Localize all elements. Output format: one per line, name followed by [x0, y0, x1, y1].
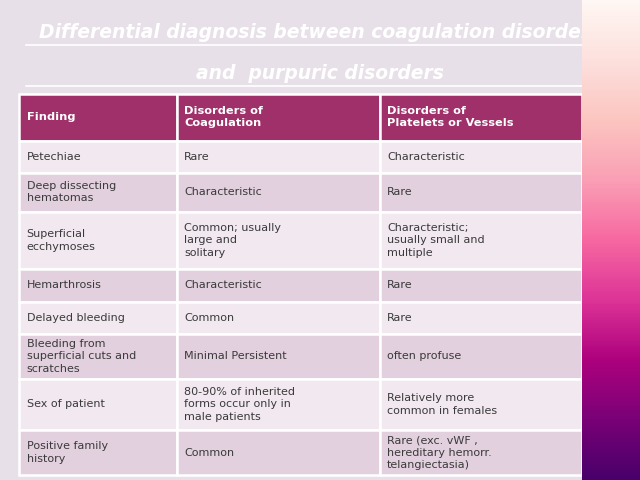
Bar	[19, 269, 177, 301]
Text: Characteristic: Characteristic	[387, 152, 465, 162]
Text: Disorders of
Platelets or Vessels: Disorders of Platelets or Vessels	[387, 106, 513, 128]
Bar	[177, 301, 380, 334]
Bar	[19, 173, 177, 212]
Bar	[177, 334, 380, 379]
Text: and  purpuric disorders: and purpuric disorders	[196, 63, 444, 83]
Text: Characteristic: Characteristic	[184, 187, 262, 197]
Text: Petechiae: Petechiae	[26, 152, 81, 162]
Bar	[177, 430, 380, 475]
Text: Positive family
history: Positive family history	[26, 442, 108, 464]
Text: 80-90% of inherited
forms occur only in
male patients: 80-90% of inherited forms occur only in …	[184, 387, 295, 422]
Bar	[177, 173, 380, 212]
Text: Characteristic: Characteristic	[184, 280, 262, 290]
Bar	[19, 334, 177, 379]
Bar	[177, 212, 380, 269]
Text: Hemarthrosis: Hemarthrosis	[26, 280, 101, 290]
Bar	[177, 94, 380, 141]
Bar	[177, 269, 380, 301]
Bar	[177, 379, 380, 430]
Bar	[19, 94, 177, 141]
Text: Characteristic;
usually small and
multiple: Characteristic; usually small and multip…	[387, 223, 484, 258]
Text: Common: Common	[184, 312, 234, 323]
Text: Rare: Rare	[387, 187, 413, 197]
Text: Delayed bleeding: Delayed bleeding	[26, 312, 124, 323]
Bar	[380, 173, 582, 212]
Text: Bleeding from
superficial cuts and
scratches: Bleeding from superficial cuts and scrat…	[26, 339, 136, 373]
Bar	[380, 430, 582, 475]
Bar	[19, 379, 177, 430]
Bar	[380, 141, 582, 173]
Bar	[380, 379, 582, 430]
Bar	[380, 269, 582, 301]
Text: Disorders of
Coagulation: Disorders of Coagulation	[184, 106, 263, 128]
Text: Sex of patient: Sex of patient	[26, 399, 104, 409]
Text: Superficial
ecchymoses: Superficial ecchymoses	[26, 229, 95, 252]
Text: Minimal Persistent: Minimal Persistent	[184, 351, 287, 361]
Bar	[380, 301, 582, 334]
Text: Rare: Rare	[184, 152, 210, 162]
Text: Rare: Rare	[387, 312, 413, 323]
Bar	[19, 141, 177, 173]
Bar	[19, 212, 177, 269]
Text: Rare (exc. vWF ,
hereditary hemorr.
telangiectasia): Rare (exc. vWF , hereditary hemorr. tela…	[387, 435, 492, 470]
Bar	[380, 94, 582, 141]
Text: Rare: Rare	[387, 280, 413, 290]
Bar	[380, 334, 582, 379]
Bar	[177, 141, 380, 173]
Text: Relatively more
common in females: Relatively more common in females	[387, 393, 497, 416]
Bar	[19, 430, 177, 475]
Text: Differential diagnosis between coagulation disorders: Differential diagnosis between coagulati…	[39, 23, 601, 42]
Bar	[380, 212, 582, 269]
Text: Deep dissecting
hematomas: Deep dissecting hematomas	[26, 181, 116, 204]
Text: Common: Common	[184, 448, 234, 458]
Text: Common; usually
large and
solitary: Common; usually large and solitary	[184, 223, 281, 258]
Bar	[19, 301, 177, 334]
Text: Finding: Finding	[26, 112, 75, 122]
Text: often profuse: often profuse	[387, 351, 461, 361]
